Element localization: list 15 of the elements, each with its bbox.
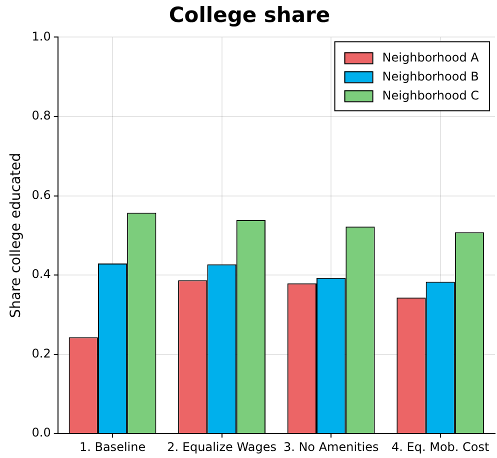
y-tick-label: 0.4 [32,267,51,282]
y-tick-label: 0.6 [32,188,51,202]
y-tick-label: 1.0 [32,29,51,44]
x-tick-label: 4. Eq. Mob. Cost [392,440,490,454]
chart-title: College share [168,3,330,28]
y-tick-label: 0.8 [32,108,51,123]
legend-label: Neighborhood C [382,88,480,102]
y-axis-title: Share college educated [8,152,24,318]
legend-label: Neighborhood A [382,50,480,64]
y-tick-label: 0.0 [32,426,51,440]
x-tick-label: 3. No Amenities [283,440,379,454]
y-tick-label: 0.2 [32,346,51,360]
x-tick-label: 1. Baseline [79,440,146,454]
legend-label: Neighborhood B [382,69,479,84]
x-tick-label: 2. Equalize Wages [167,440,276,454]
